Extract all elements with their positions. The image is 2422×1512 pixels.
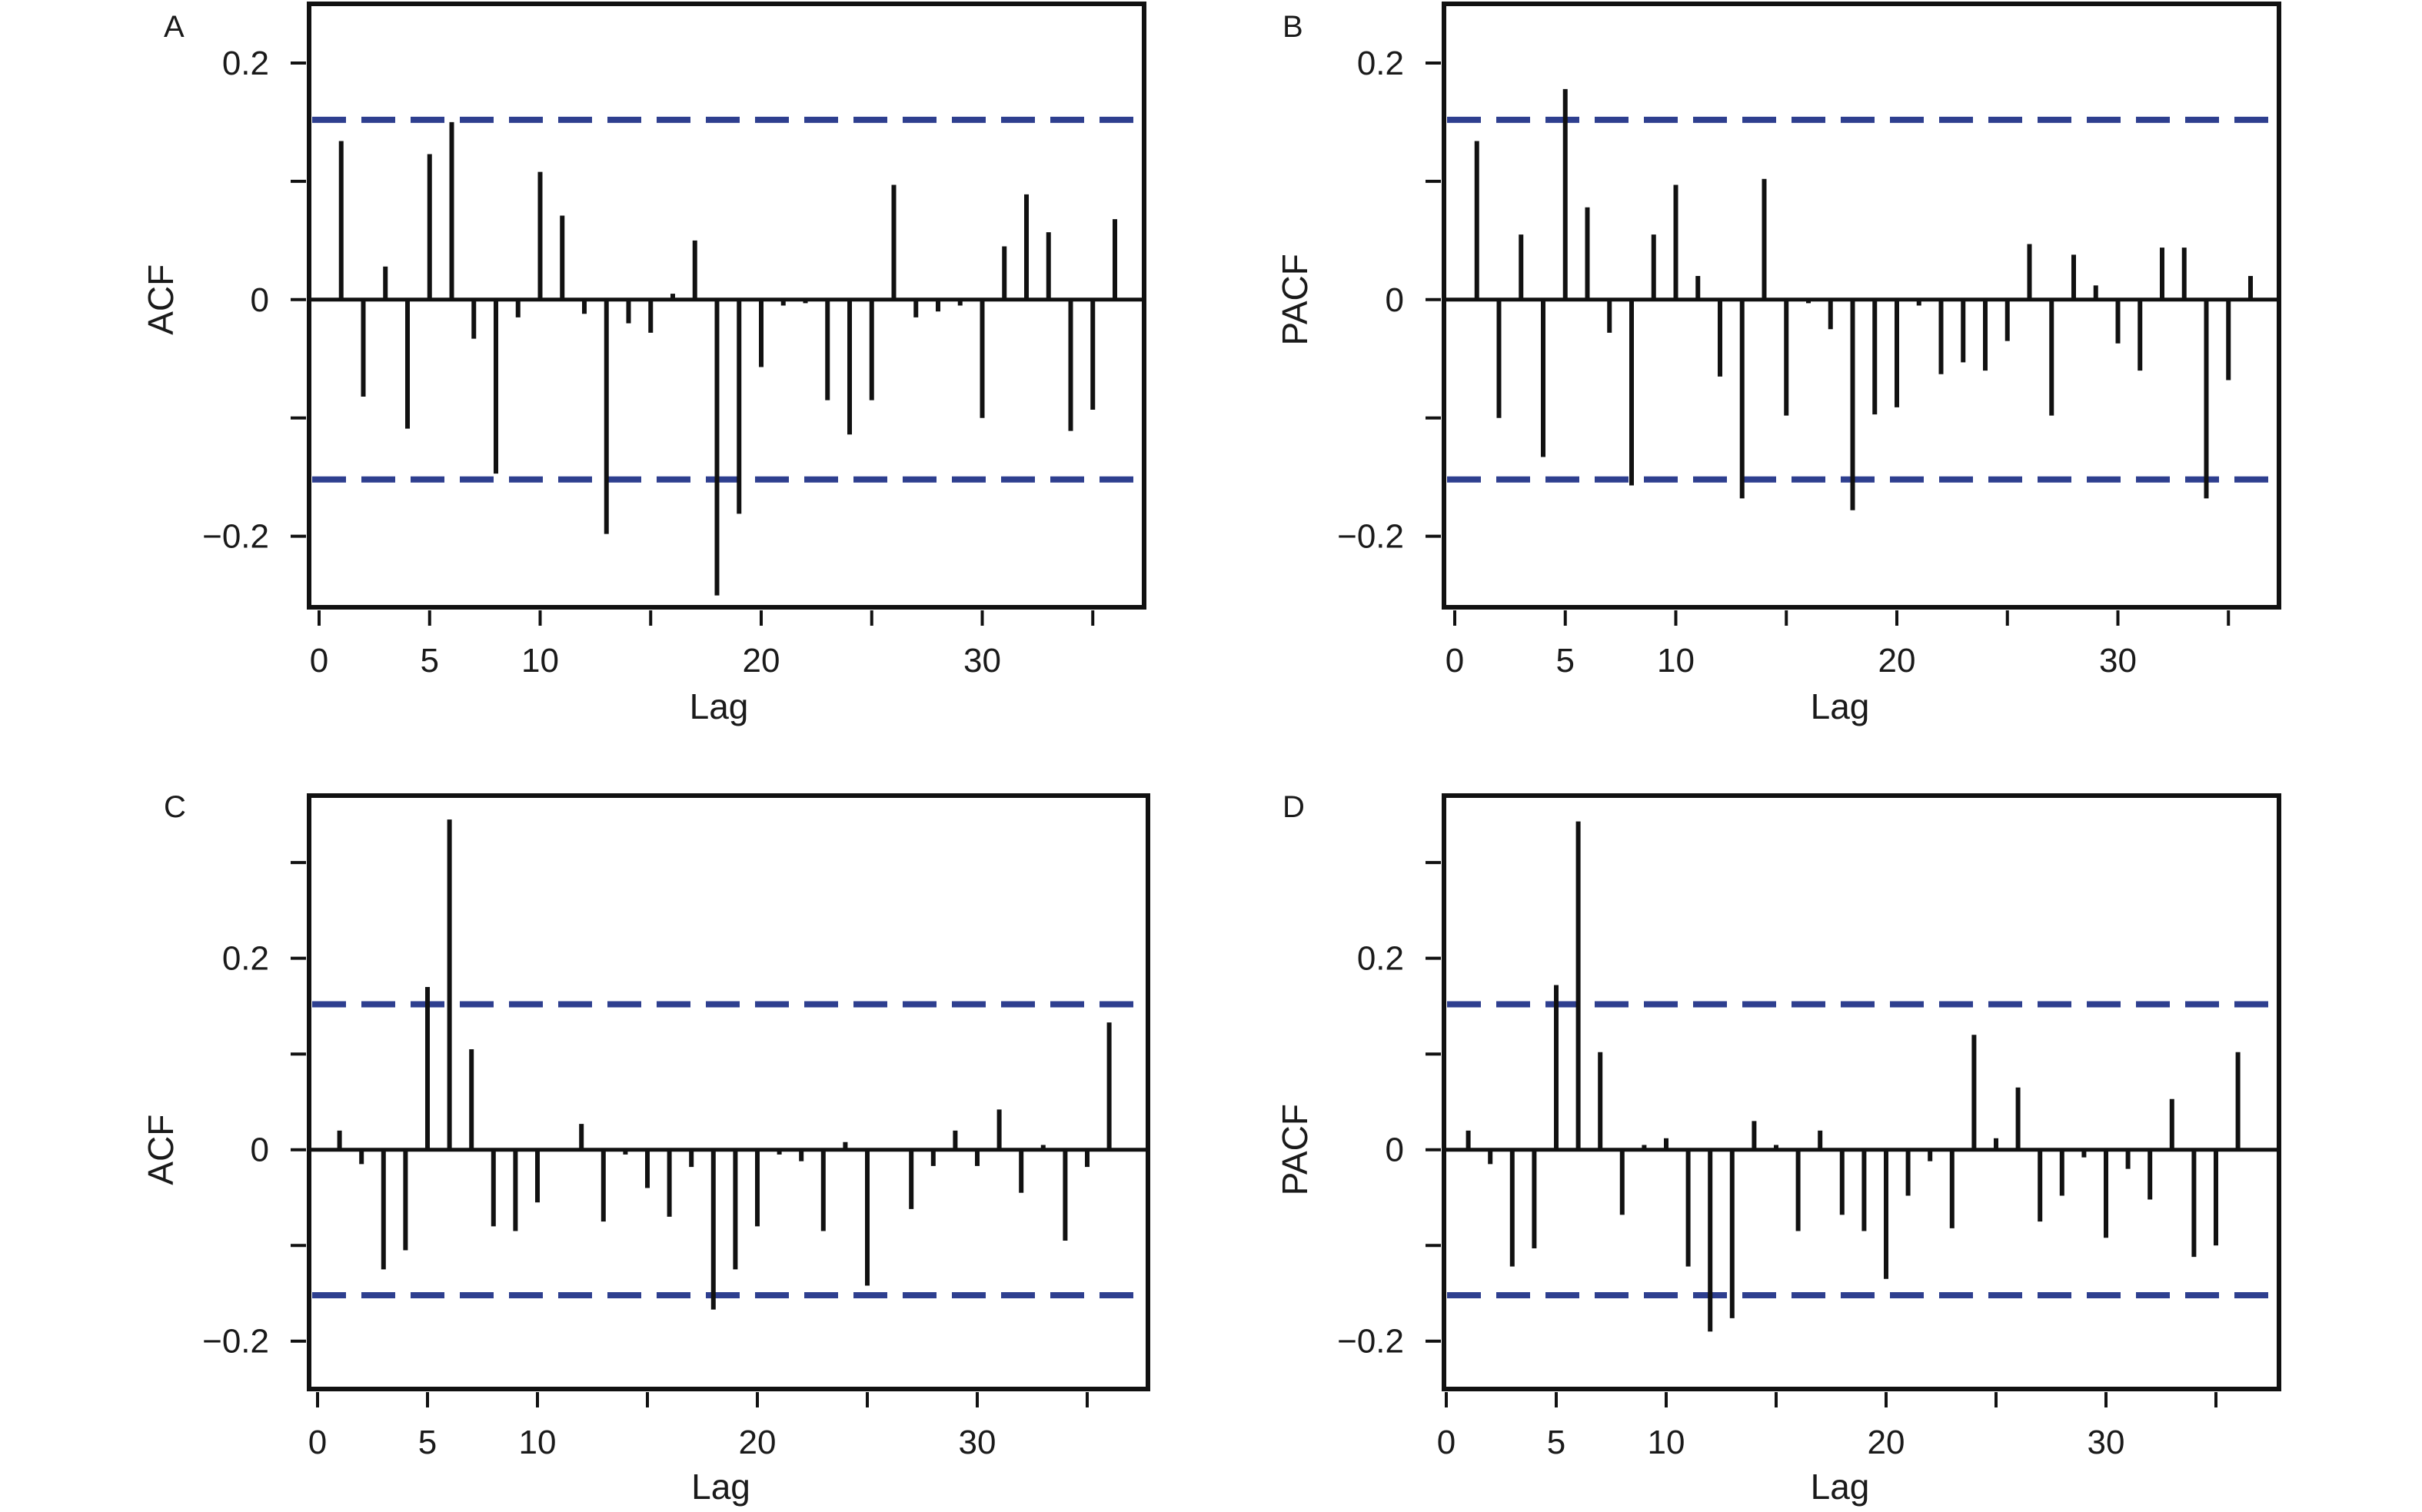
- panel-letter: D: [1283, 790, 1305, 824]
- y-axis-title: PACF: [1275, 254, 1315, 345]
- x-tick-label: 0: [308, 1424, 327, 1461]
- x-tick-label: 0: [1446, 642, 1464, 680]
- y-tick-label: 0.2: [222, 45, 269, 82]
- x-tick-label: 30: [2099, 642, 2137, 680]
- y-tick-label: −0.2: [202, 1323, 269, 1361]
- y-tick-label: −0.2: [1337, 518, 1404, 556]
- panel-letter: C: [164, 790, 186, 824]
- y-axis-title: PACF: [1275, 1104, 1315, 1195]
- x-tick-label: 10: [1657, 642, 1695, 680]
- x-tick-label: 20: [1868, 1424, 1905, 1461]
- panel-b: −0.2 0 0.2 0 5 10 20 30 B Lag PACF: [1275, 2, 2281, 726]
- x-tick-label: 5: [1547, 1424, 1565, 1461]
- x-tick-label: 10: [519, 1424, 557, 1461]
- x-tick-label: 0: [310, 642, 328, 680]
- panel-c: −0.2 0 0.2 0 5 10 20 30 C Lag ACF: [141, 790, 1150, 1507]
- panel-a: −0.2 0 0.2 0 5 10 20 30 A Lag ACF: [141, 2, 1146, 726]
- y-tick-label: 0: [251, 1132, 269, 1169]
- plot-frame: [1442, 2, 2281, 610]
- x-tick-label: 0: [1437, 1424, 1456, 1461]
- x-tick-label: 20: [739, 1424, 777, 1461]
- x-axis-title: Lag: [690, 686, 749, 726]
- x-tick-label: 30: [2088, 1424, 2125, 1461]
- x-tick-label: 20: [1878, 642, 1916, 680]
- x-tick-label: 10: [1648, 1424, 1685, 1461]
- x-tick-label: 30: [959, 1424, 996, 1461]
- x-tick-label: 10: [521, 642, 559, 680]
- x-tick-label: 20: [743, 642, 780, 680]
- x-tick-label: 5: [1556, 642, 1575, 680]
- x-axis-title: Lag: [1811, 686, 1870, 726]
- panel-letter: A: [164, 10, 185, 44]
- y-axis-title: ACF: [141, 264, 181, 335]
- y-tick-label: 0: [1386, 1132, 1404, 1169]
- plot-frame: [307, 793, 1150, 1391]
- y-tick-label: 0: [251, 281, 269, 319]
- y-tick-label: 0: [1386, 281, 1404, 319]
- panel-d: −0.2 0 0.2 0 5 10 20 30 D Lag PACF: [1275, 790, 2281, 1507]
- y-tick-label: 0.2: [222, 940, 269, 978]
- panel-letter: B: [1283, 10, 1303, 44]
- x-axis-title: Lag: [691, 1467, 750, 1507]
- y-tick-label: −0.2: [202, 518, 269, 556]
- x-tick-label: 30: [963, 642, 1001, 680]
- x-tick-label: 5: [418, 1424, 437, 1461]
- y-axis-title: ACF: [141, 1115, 181, 1185]
- x-tick-label: 5: [421, 642, 439, 680]
- y-tick-label: −0.2: [1337, 1323, 1404, 1361]
- plot-frame: [307, 2, 1146, 610]
- x-axis-title: Lag: [1811, 1467, 1870, 1507]
- plot-frame: [1442, 793, 2281, 1391]
- y-tick-label: 0.2: [1357, 45, 1404, 82]
- y-tick-label: 0.2: [1357, 940, 1404, 978]
